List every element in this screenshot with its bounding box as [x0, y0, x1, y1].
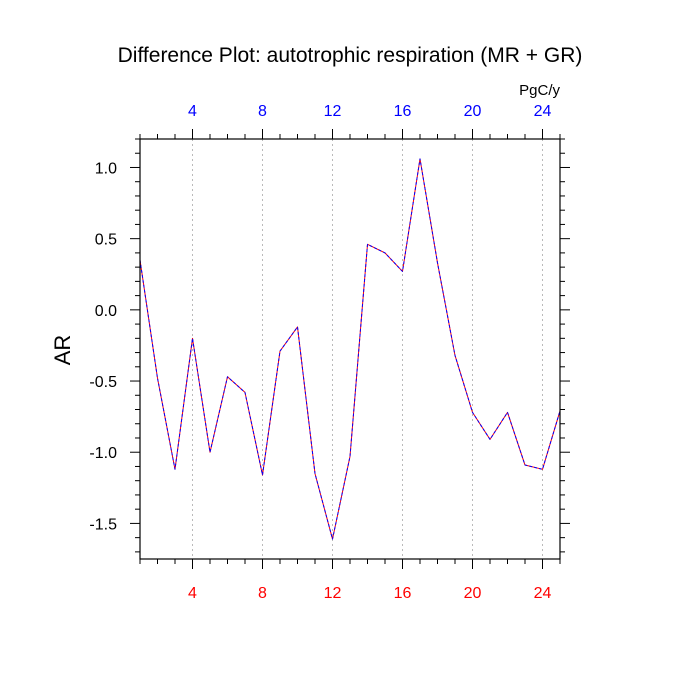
y-tick-label: -1.0	[89, 445, 117, 462]
x-tick-label-bottom: 16	[394, 585, 412, 602]
x-tick-label-bottom: 8	[258, 585, 267, 602]
y-tick-label: 0.0	[95, 303, 117, 320]
x-tick-label-bottom: 20	[464, 585, 482, 602]
y-tick-label: -0.5	[89, 374, 117, 391]
series-layer	[139, 158, 561, 540]
x-tick-label-top: 12	[324, 103, 342, 120]
y-tick-label: 1.0	[95, 160, 117, 177]
tick-layer	[130, 129, 570, 569]
units-label: PgC/y	[519, 82, 560, 99]
x-tick-label-top: 24	[534, 103, 552, 120]
grid-layer	[192, 139, 543, 559]
y-axis-label: AR	[50, 335, 75, 366]
x-tick-label-bottom: 4	[188, 585, 197, 602]
x-tick-label-top: 20	[464, 103, 482, 120]
x-tick-label-bottom: 12	[324, 585, 342, 602]
y-tick-label: -1.5	[89, 516, 117, 533]
x-tick-label-bottom: 24	[534, 585, 552, 602]
plot-frame	[139, 138, 561, 560]
y-tick-label: 0.5	[95, 232, 117, 249]
x-tick-label-top: 16	[394, 103, 412, 120]
label-layer: 4 4 8 8 12 12 16 16 20 20 24 24 -1.5 -1.0 -0.5 0.0 0.5 1.…	[89, 103, 551, 602]
x-tick-label-top: 4	[188, 103, 197, 120]
series-line-base	[139, 158, 561, 540]
x-tick-label-top: 8	[258, 103, 267, 120]
chart-title: Difference Plot: autotrophic respiration…	[118, 44, 583, 67]
series-line-overlay	[139, 158, 561, 540]
